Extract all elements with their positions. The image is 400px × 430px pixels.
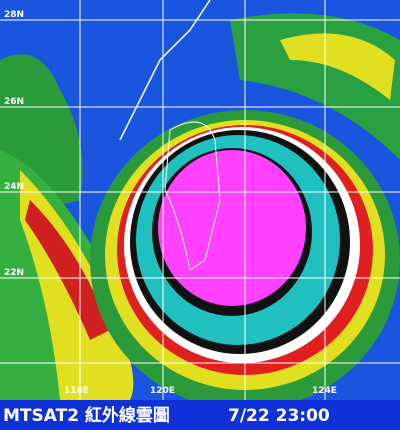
caption-time: 7/22 23:00 [228, 406, 330, 426]
lat-label: 26N [4, 97, 24, 107]
typhoon-core [158, 150, 306, 306]
caption-bar [0, 400, 400, 430]
caption-source: MTSAT2 紅外線雲圖 [3, 405, 170, 426]
lon-label: 124E [312, 386, 337, 396]
cloud-band [280, 33, 395, 101]
lon-label: 118E [64, 386, 89, 396]
cloud-band [25, 200, 110, 340]
lat-label: 22N [4, 268, 24, 278]
grid [0, 0, 400, 400]
coastline [164, 121, 221, 271]
lon-label: 120E [150, 386, 175, 396]
lat-label: 24N [4, 182, 24, 192]
lat-label: 28N [4, 10, 24, 20]
